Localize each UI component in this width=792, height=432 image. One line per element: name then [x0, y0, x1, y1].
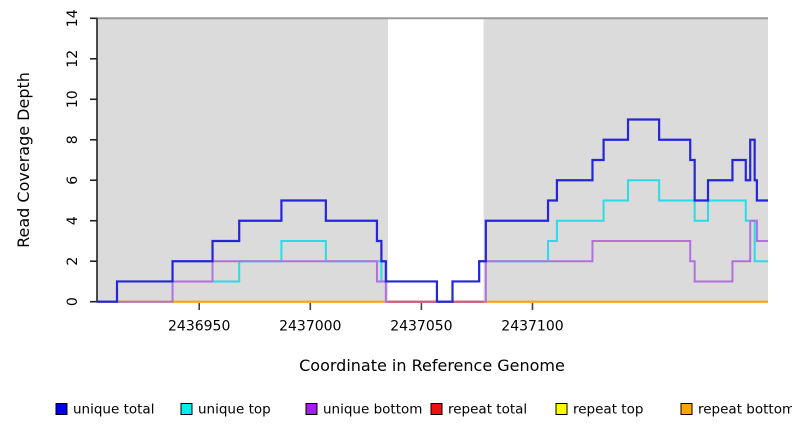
legend-swatch	[555, 403, 568, 415]
y-tick-label: 2	[65, 257, 81, 266]
x-tick-label: 2436950	[168, 319, 230, 335]
axes-layer: 0 2 4 6 8 10 12 14 2436950 2437000 2437050 2437100	[65, 9, 564, 334]
y-tick-label: 8	[65, 135, 81, 144]
y-tick-label: 14	[65, 9, 81, 27]
target-region	[483, 18, 768, 302]
legend-swatch	[55, 403, 68, 415]
series-unique-bottom	[97, 219, 768, 303]
series-layer	[97, 118, 768, 303]
y-tick-label: 6	[65, 176, 81, 185]
y-tick-label: 10	[65, 90, 81, 108]
legend-label: repeat top	[573, 402, 643, 418]
x-tick-label: 2437100	[501, 319, 563, 335]
legend-swatch	[180, 403, 193, 415]
legend-item: unique top	[180, 402, 271, 418]
series-unique-top	[97, 179, 768, 303]
y-tick-label: 12	[65, 50, 81, 68]
legend-swatch	[430, 403, 443, 415]
y-tick-label: 0	[65, 297, 81, 306]
target-regions-layer	[97, 17, 768, 302]
legend-item: repeat total	[430, 402, 527, 418]
legend-label: repeat total	[448, 402, 527, 418]
legend-swatch	[680, 403, 693, 415]
legend-label: repeat bottom	[698, 402, 792, 418]
legend-item: repeat top	[555, 402, 643, 418]
series-unique-total	[97, 118, 768, 303]
y-tick-label: 4	[65, 216, 81, 225]
legend-item: unique total	[55, 402, 154, 418]
legend: unique total unique top unique bottom repea…	[55, 402, 792, 418]
legend-label: unique total	[73, 402, 154, 418]
legend-swatch	[305, 403, 318, 415]
legend-label: unique bottom	[323, 402, 422, 418]
y-axis-title: Read Coverage Depth	[14, 72, 33, 248]
target-region	[97, 18, 389, 302]
legend-label: unique top	[198, 402, 271, 418]
x-tick-label: 2437000	[279, 319, 341, 335]
x-tick-label: 2437050	[390, 319, 452, 335]
x-axis-title: Coordinate in Reference Genome	[299, 356, 565, 375]
legend-item: unique bottom	[305, 402, 422, 418]
legend-item: repeat bottom	[680, 402, 792, 418]
